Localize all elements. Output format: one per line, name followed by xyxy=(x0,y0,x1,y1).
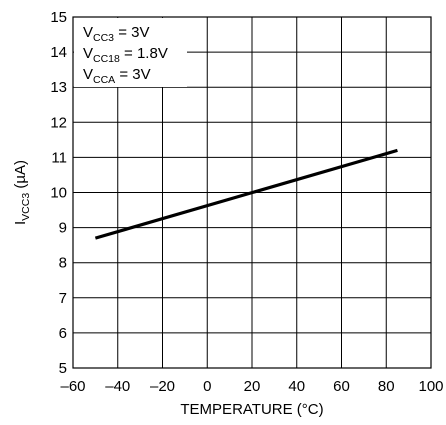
x-tick-label: 0 xyxy=(203,378,211,395)
x-tick-label: –60 xyxy=(60,378,85,395)
y-axis-label-main: I xyxy=(12,221,29,225)
condition-line: VCCA = 3V xyxy=(83,66,151,86)
y-tick-label: 9 xyxy=(59,220,67,237)
x-tick-label: 80 xyxy=(378,378,395,395)
condition-line: VCC3 = 3V xyxy=(83,24,149,44)
y-tick-label: 8 xyxy=(59,255,67,272)
y-axis-label-sub: VCC3 xyxy=(20,193,32,221)
y-tick-label: 10 xyxy=(50,185,67,202)
x-tick-label: –20 xyxy=(150,378,175,395)
condition-line: VCC18 = 1.8V xyxy=(83,45,168,65)
x-axis-label: TEMPERATURE (°C) xyxy=(180,401,323,418)
series-group xyxy=(94,148,398,240)
y-tick-label: 7 xyxy=(59,290,67,307)
y-tick-labels: 5 6 7 8 9 10 11 12 13 14 15 xyxy=(50,9,67,377)
y-axis-label-rest: (µA) xyxy=(12,160,29,193)
y-tick-label: 12 xyxy=(50,114,67,131)
series-line xyxy=(94,148,398,240)
y-tick-label: 11 xyxy=(51,149,67,166)
y-tick-label: 5 xyxy=(59,360,67,377)
x-tick-label: 100 xyxy=(418,378,443,395)
conditions-box xyxy=(74,18,187,87)
x-tick-label: 20 xyxy=(244,378,261,395)
x-tick-label: 60 xyxy=(333,378,350,395)
y-tick-label: 6 xyxy=(59,325,67,342)
x-tick-labels: –60 –40 –20 0 20 40 60 80 100 xyxy=(60,378,443,395)
y-tick-label: 15 xyxy=(50,9,67,26)
y-tick-label: 13 xyxy=(50,79,67,96)
y-tick-label: 14 xyxy=(50,44,67,61)
plot-frame xyxy=(72,16,432,369)
x-tick-label: –40 xyxy=(105,378,130,395)
x-tick-label: 40 xyxy=(288,378,305,395)
y-axis-label: IVCC3 (µA) xyxy=(12,160,32,225)
